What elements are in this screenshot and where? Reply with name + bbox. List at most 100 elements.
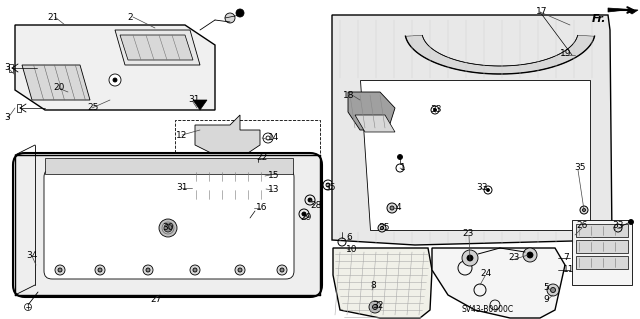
Text: 12: 12 (176, 130, 188, 139)
Text: 2: 2 (127, 12, 132, 21)
Circle shape (308, 198, 312, 202)
Circle shape (580, 206, 588, 214)
Circle shape (238, 268, 242, 272)
Text: 24: 24 (480, 270, 492, 278)
Circle shape (390, 206, 394, 210)
Bar (45, 158, 293, 174)
Polygon shape (360, 80, 590, 230)
Text: 29: 29 (300, 213, 312, 222)
Text: 1: 1 (400, 164, 406, 173)
Circle shape (236, 9, 244, 17)
Circle shape (143, 265, 153, 275)
Polygon shape (17, 104, 21, 112)
Circle shape (462, 250, 478, 266)
Text: 3: 3 (4, 63, 10, 72)
Circle shape (523, 248, 537, 262)
Circle shape (547, 284, 559, 296)
Circle shape (235, 265, 245, 275)
FancyBboxPatch shape (44, 169, 294, 279)
Text: 13: 13 (268, 186, 280, 195)
Circle shape (467, 255, 473, 261)
Text: 33: 33 (476, 183, 488, 192)
Text: 6: 6 (346, 233, 352, 241)
Circle shape (486, 189, 490, 191)
Circle shape (109, 74, 121, 86)
Circle shape (159, 219, 177, 237)
Polygon shape (22, 65, 90, 100)
Bar (576, 256, 628, 269)
Text: 8: 8 (370, 280, 376, 290)
Text: 4: 4 (396, 203, 402, 211)
Polygon shape (192, 170, 272, 183)
Text: 3: 3 (4, 114, 10, 122)
Text: 33: 33 (612, 221, 623, 231)
Circle shape (378, 224, 386, 232)
Circle shape (277, 265, 287, 275)
Circle shape (55, 265, 65, 275)
Polygon shape (192, 188, 272, 201)
Polygon shape (432, 248, 565, 318)
Polygon shape (608, 8, 638, 14)
Circle shape (146, 268, 150, 272)
Text: SV43-B0900C: SV43-B0900C (462, 306, 514, 315)
Polygon shape (9, 64, 13, 72)
Circle shape (372, 305, 378, 309)
Text: 26: 26 (576, 221, 588, 231)
Text: 7: 7 (563, 253, 569, 262)
Circle shape (302, 212, 306, 216)
Circle shape (550, 287, 556, 293)
Text: 31: 31 (176, 183, 188, 192)
Text: 21: 21 (47, 12, 58, 21)
Circle shape (98, 268, 102, 272)
Circle shape (225, 13, 235, 23)
Text: 27: 27 (150, 295, 161, 305)
Text: Fr.: Fr. (592, 14, 607, 24)
Circle shape (164, 224, 172, 232)
Circle shape (266, 136, 270, 140)
Text: 23: 23 (462, 229, 474, 239)
Text: 32: 32 (372, 300, 383, 309)
Text: 34: 34 (26, 251, 37, 261)
Text: 25: 25 (87, 103, 99, 113)
Text: 30: 30 (162, 224, 173, 233)
Text: 20: 20 (53, 84, 65, 93)
Circle shape (190, 265, 200, 275)
Text: 23: 23 (508, 254, 520, 263)
Circle shape (113, 78, 117, 82)
Text: 35: 35 (378, 224, 390, 233)
Bar (576, 240, 628, 253)
Polygon shape (348, 92, 395, 130)
Bar (576, 224, 628, 237)
Text: 17: 17 (536, 8, 547, 17)
Text: 35: 35 (574, 164, 586, 173)
Circle shape (628, 219, 634, 225)
Text: 19: 19 (560, 49, 572, 58)
Circle shape (58, 268, 62, 272)
Polygon shape (355, 115, 395, 132)
Polygon shape (15, 25, 215, 110)
Text: 10: 10 (346, 246, 358, 255)
Text: 14: 14 (268, 133, 280, 143)
Circle shape (193, 268, 197, 272)
Circle shape (433, 108, 436, 112)
Text: 15: 15 (268, 170, 280, 180)
Polygon shape (193, 100, 207, 110)
Text: 22: 22 (256, 153, 268, 162)
Polygon shape (332, 15, 612, 245)
Text: 5: 5 (543, 283, 548, 292)
Polygon shape (190, 185, 204, 195)
Bar (572, 220, 632, 285)
Circle shape (326, 183, 330, 187)
Text: 28: 28 (310, 201, 321, 210)
Circle shape (397, 154, 403, 160)
Polygon shape (120, 35, 193, 60)
Polygon shape (406, 35, 595, 74)
Text: 35: 35 (324, 182, 335, 191)
Circle shape (280, 268, 284, 272)
Bar (175, 120, 320, 220)
Circle shape (527, 252, 533, 258)
Text: 18: 18 (343, 91, 355, 100)
Circle shape (387, 203, 397, 213)
Circle shape (582, 209, 586, 211)
Text: 33: 33 (430, 106, 442, 115)
